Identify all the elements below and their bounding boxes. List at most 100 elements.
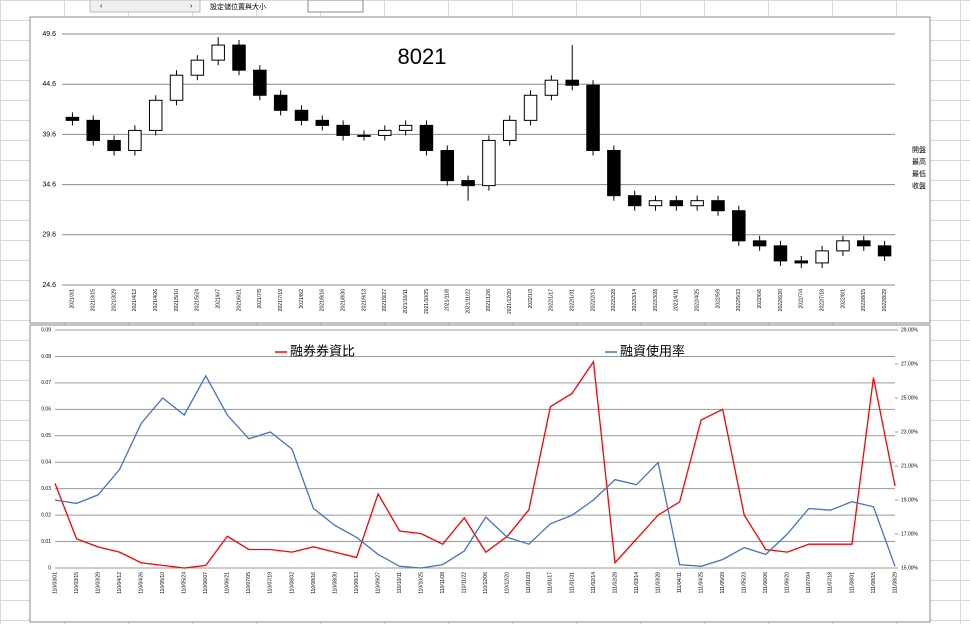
x-tick-label: 111/07/18 [828, 572, 834, 594]
candle-body [190, 59, 205, 76]
x-tick-label: 2021/9/27 [382, 289, 388, 311]
x-tick-label: 110/09/13 [354, 572, 360, 594]
x-tick-label: 110/05/10 [160, 572, 166, 594]
x-tick-label: 110/06/21 [225, 572, 231, 594]
legend-entry: 收盤 [912, 181, 926, 190]
candle-body [148, 99, 163, 131]
x-tick-label: 2022/3/14 [632, 289, 638, 311]
y2-tick-label: 23.00% [901, 429, 919, 435]
y-tick-label: 34.6 [42, 181, 56, 188]
x-tick-label: 111/03/14 [634, 572, 640, 594]
candle-body [336, 124, 350, 136]
candle-body [690, 200, 704, 207]
x-tick-label: 2021/11/8 [445, 289, 451, 311]
candle-body [523, 94, 538, 121]
x-tick-label: 111/02/14 [591, 572, 597, 594]
candle-body [773, 245, 788, 262]
x-tick-label: 111/01/31 [569, 572, 575, 594]
x-tick-label: 110/08/30 [332, 572, 338, 594]
candle-body [232, 44, 246, 71]
y2-tick-label: 25.00% [901, 395, 919, 401]
x-tick-label: 110/06/07 [203, 572, 209, 594]
x-tick-label: 2022/5/9 [715, 289, 721, 309]
chart-1-frame [29, 16, 931, 324]
x-tick-label: 2021/9/13 [361, 289, 367, 311]
x-tick-label: 2021/12/20 [507, 289, 513, 314]
y2-tick-label: 29.00% [901, 327, 919, 333]
candle-body [128, 129, 142, 151]
y-tick-label: 0.03 [41, 486, 51, 492]
scroll-left[interactable]: ‹ [100, 3, 103, 10]
y-tick-label: 44.6 [42, 81, 56, 88]
candle-body [86, 119, 100, 141]
y-tick-label: 0.05 [41, 433, 51, 439]
y-tick-label: 0.06 [41, 407, 51, 413]
candle-body [648, 200, 663, 207]
candle-body [211, 44, 225, 61]
x-tick-label: 2021/6/21 [236, 289, 242, 311]
x-tick-label: 110/04/26 [138, 572, 144, 594]
candle-body [294, 109, 309, 121]
legend-entry: 最高 [912, 157, 926, 166]
y-tick-label: 0.08 [41, 354, 51, 360]
x-tick-label: 111/05/09 [720, 572, 726, 594]
candle-body [586, 84, 600, 151]
series-line [54, 374, 896, 569]
x-tick-label: 110/11/22 [462, 572, 468, 594]
scroll-right[interactable]: › [190, 3, 193, 10]
x-tick-label: 111/06/20 [785, 572, 791, 594]
x-tick-label: 110/08/02 [289, 572, 295, 594]
candle-body [440, 149, 455, 182]
candle-body [419, 124, 434, 151]
chart-2-frame [29, 324, 931, 623]
x-tick-label: 2021/3/1 [70, 289, 76, 309]
x-tick-label: 2022/8/15 [861, 289, 867, 311]
x-tick-label: 2022/5/23 [736, 289, 742, 311]
y-tick-label: 24.6 [42, 282, 56, 289]
y-tick-label: 0.02 [41, 512, 51, 518]
candle-body [315, 119, 330, 126]
x-tick-label: 111/01/17 [548, 572, 554, 594]
x-tick-label: 2022/1/31 [570, 289, 576, 311]
legend-entry: 融資使用率 [620, 343, 685, 358]
x-tick-label: 110/11/08 [440, 572, 446, 594]
candle-body [815, 250, 829, 264]
x-tick-label: 110/12/06 [483, 572, 489, 594]
candle-body [627, 195, 642, 207]
y-tick-label: 0.04 [41, 460, 51, 466]
candle-body [669, 200, 684, 207]
x-tick-label: 2022/7/18 [819, 289, 825, 311]
x-tick-label: 2022/2/28 [611, 289, 617, 311]
y-tick-label: 0.07 [41, 380, 51, 386]
legend-entry: 最低 [912, 169, 926, 178]
toolbar-label: 設定儲位置與大小 [210, 2, 266, 11]
y-tick-label: 0 [48, 565, 51, 571]
x-tick-label: 111/04/11 [677, 572, 683, 593]
x-tick-label: 2021/7/5 [257, 289, 263, 309]
candle-body [378, 129, 392, 136]
x-tick-label: 2021/8/2 [299, 289, 305, 309]
candle-body [794, 260, 809, 264]
x-tick-label: 110/07/05 [246, 572, 252, 594]
x-tick-label: 2022/2/14 [590, 289, 596, 311]
x-tick-label: 2021/4/26 [153, 289, 159, 311]
candle-body [357, 134, 371, 137]
x-tick-label: 110/10/25 [418, 572, 424, 594]
legend-entry: 開盤 [912, 145, 926, 154]
x-tick-label: 111/08/01 [849, 572, 855, 594]
spin-box[interactable] [307, 0, 364, 13]
candle-body [482, 139, 496, 187]
candle-body [502, 119, 517, 141]
x-tick-label: 2022/1/3 [528, 289, 534, 309]
x-tick-label: 111/08/15 [871, 572, 877, 594]
x-tick-label: 2021/3/15 [91, 289, 97, 311]
y2-tick-label: 27.00% [901, 361, 919, 367]
chart-title: 8021 [398, 44, 447, 69]
candle-body [877, 245, 892, 257]
x-tick-label: 110/05/24 [182, 572, 188, 594]
x-tick-label: 2022/6/20 [778, 289, 784, 311]
scrollbar[interactable] [89, 0, 201, 13]
y-tick-label: 29.6 [42, 232, 56, 239]
x-tick-label: 2021/7/19 [278, 289, 284, 311]
candle-body [752, 240, 767, 247]
